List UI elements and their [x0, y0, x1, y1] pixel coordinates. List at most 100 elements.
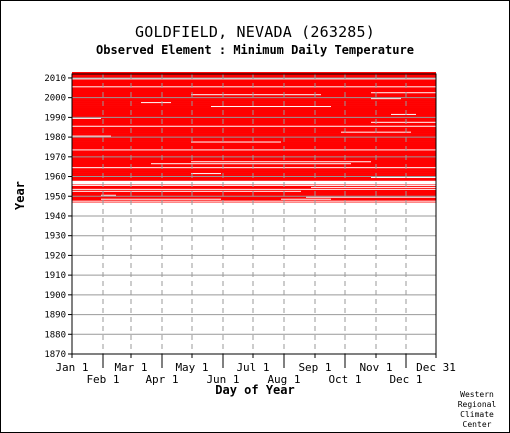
year-data-row [72, 117, 436, 120]
axes-layer: 1870 1880 1890 1900 1910 1920 1930 1940 1950 1960… [44, 74, 456, 386]
x-tick-label: Nov 1 [359, 361, 392, 374]
year-data-row [72, 109, 436, 112]
year-data-row [72, 198, 436, 201]
credit-text: Western Regional Climate Center [452, 390, 502, 430]
credit-line: Regional [457, 400, 497, 409]
credit-line: Climate [460, 410, 494, 419]
y-tick-label: 1900 [44, 291, 66, 301]
year-data-row [72, 174, 436, 177]
plot-area-border [71, 73, 437, 355]
missing-data-gap [101, 198, 221, 200]
year-data-row [72, 129, 436, 132]
year-data-row [72, 196, 436, 199]
y-tick-label: 1870 [44, 350, 66, 360]
missing-data-gap [191, 173, 221, 175]
missing-data-gap [72, 190, 301, 192]
missing-data-gap [371, 92, 436, 94]
missing-data-gap [101, 194, 116, 196]
year-data-row [72, 131, 436, 134]
y-tick-label: 1940 [44, 212, 66, 222]
missing-data-gap [72, 78, 436, 80]
year-data-row [72, 156, 436, 160]
data-layer [72, 72, 436, 203]
missing-data-gap [281, 198, 331, 200]
x-tick-label: Dec 31 [416, 361, 456, 374]
x-tick-label: Apr 1 [145, 373, 178, 386]
grid-layer [72, 74, 436, 355]
missing-data-gap [211, 106, 331, 108]
year-data-row [72, 123, 436, 126]
x-axis-label: Day of Year [215, 383, 295, 397]
year-data-row [72, 152, 436, 156]
credit-line: Western [460, 390, 494, 399]
year-data-row [72, 146, 436, 150]
missing-data-gap [72, 117, 101, 119]
x-tick-label: May 1 [175, 361, 208, 374]
x-tick-label: Jan 1 [55, 361, 88, 374]
missing-data-gap [191, 94, 321, 96]
x-tick-label: Jun 1 [206, 373, 239, 386]
x-tick-label: Jul 1 [236, 361, 269, 374]
year-data-row [72, 137, 436, 140]
year-data-row [72, 170, 436, 173]
y-tick-label: 1990 [44, 113, 66, 123]
year-data-row [72, 75, 436, 79]
year-data-row [72, 81, 436, 85]
year-data-row [72, 143, 436, 146]
year-data-row [72, 133, 436, 136]
missing-data-gap [72, 200, 436, 202]
x-tick-label: Oct 1 [328, 373, 361, 386]
year-data-row [72, 87, 436, 91]
missing-data-gap [371, 177, 436, 179]
year-data-row [72, 144, 436, 148]
year-data-row [72, 103, 436, 106]
y-tick-label: 1980 [44, 133, 66, 143]
year-data-row [72, 83, 436, 87]
year-data-row [72, 154, 436, 158]
year-data-row [72, 107, 436, 110]
y-tick-label: 1910 [44, 271, 66, 281]
year-data-row [72, 101, 436, 104]
year-data-row [72, 119, 436, 122]
missing-data-gap [306, 196, 436, 198]
y-tick-label: 1970 [44, 153, 66, 163]
year-data-row [72, 192, 436, 195]
missing-data-gap [72, 184, 436, 186]
x-tick-label: Sep 1 [298, 361, 331, 374]
x-tick-label: Mar 1 [114, 361, 147, 374]
missing-data-gap [371, 98, 401, 100]
missing-data-gap [371, 121, 436, 123]
year-data-row [72, 115, 436, 118]
missing-data-gap [191, 141, 281, 143]
year-data-row [72, 89, 436, 93]
missing-data-gap [391, 113, 416, 115]
year-data-row [72, 194, 436, 197]
year-data-row [72, 176, 436, 179]
year-data-row [72, 186, 436, 189]
year-data-row [72, 178, 436, 181]
missing-data-gap [72, 125, 436, 127]
x-tick-label: Feb 1 [86, 373, 119, 386]
year-data-row [72, 111, 436, 114]
missing-data-gap [72, 149, 436, 151]
year-data-row [72, 150, 436, 154]
y-tick-label: 1930 [44, 232, 66, 242]
y-tick-label: 1950 [44, 192, 66, 202]
year-data-row [72, 79, 436, 83]
y-tick-label: 2010 [44, 74, 66, 84]
missing-data-gap [72, 167, 436, 169]
year-data-row [72, 127, 436, 130]
missing-data-gap [141, 102, 171, 104]
year-data-row [72, 135, 436, 138]
y-tick-label: 1880 [44, 330, 66, 340]
y-tick-label: 1890 [44, 311, 66, 321]
y-tick-label: 1920 [44, 251, 66, 261]
year-data-row [72, 74, 436, 77]
y-tick-label: 1960 [44, 173, 66, 183]
y-tick-label: 2000 [44, 94, 66, 104]
year-data-row [72, 164, 436, 167]
year-data-row [72, 97, 436, 100]
credit-line: Center [462, 420, 492, 429]
year-data-row [72, 99, 436, 102]
